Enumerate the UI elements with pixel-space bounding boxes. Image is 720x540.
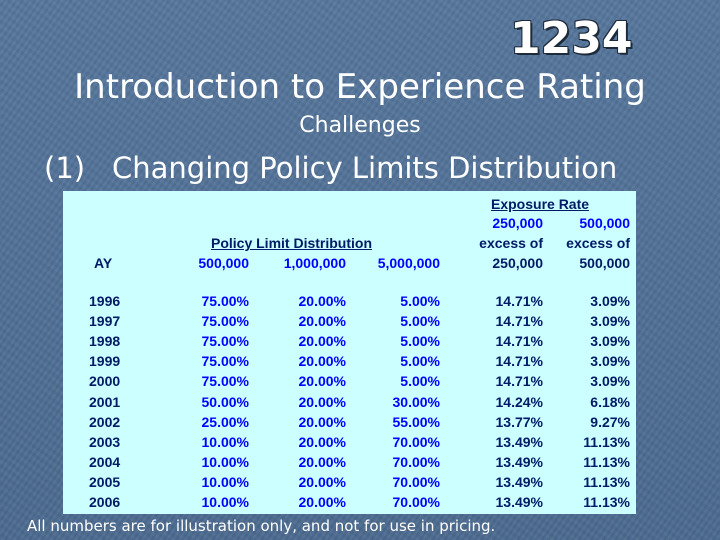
cell-p1m: 20.00% [298,333,346,349]
cell-p5m: 5.00% [400,333,440,349]
cell-er1: 13.49% [495,454,543,470]
cell-ay: 2001 [89,394,121,410]
cell-p5m: 30.00% [392,394,440,410]
limit-1m-header: 1,000,000 [283,255,346,271]
cell-er1: 14.71% [495,313,543,329]
cell-er2: 3.09% [590,293,630,309]
cell-p5m: 5.00% [400,313,440,329]
cell-er1: 13.77% [495,414,543,430]
cell-er1: 14.71% [495,333,543,349]
cell-p5m: 70.00% [392,494,440,510]
cell-er1: 13.49% [495,494,543,510]
cell-p1m: 20.00% [298,313,346,329]
er2-header-line2: excess of [566,235,630,251]
cell-ay: 2000 [89,373,121,389]
exposure-rate-header: Exposure Rate [491,196,590,212]
data-table-panel: Exposure Rate 250,000 500,000 Policy Lim… [63,191,636,514]
cell-p500: 10.00% [201,454,249,470]
er1-header-line1: 250,000 [492,215,543,231]
cell-p1m: 20.00% [298,373,346,389]
cell-er1: 14.71% [495,373,543,389]
er2-header-line1: 500,000 [579,215,630,231]
cell-p1m: 20.00% [298,353,346,369]
er1-header-line2: excess of [479,235,543,251]
policy-limit-distribution-header: Policy Limit Distribution [211,235,373,251]
cell-p500: 10.00% [201,474,249,490]
cell-er2: 3.09% [590,373,630,389]
cell-ay: 2004 [89,454,121,470]
cell-p5m: 70.00% [392,454,440,470]
cell-p1m: 20.00% [298,454,346,470]
cell-er2: 9.27% [590,414,630,430]
cell-ay: 2005 [89,474,121,490]
cell-p5m: 5.00% [400,353,440,369]
cell-p1m: 20.00% [298,394,346,410]
cell-er1: 14.71% [495,353,543,369]
cell-er2: 3.09% [590,333,630,349]
cell-p500: 10.00% [201,434,249,450]
cell-er1: 14.71% [495,293,543,309]
cell-p500: 75.00% [201,313,249,329]
cell-p5m: 70.00% [392,474,440,490]
section-heading: (1) Changing Policy Limits Distribution [44,148,617,188]
cell-er2: 11.13% [583,494,630,510]
cell-p1m: 20.00% [298,414,346,430]
cell-p1m: 20.00% [298,293,346,309]
cell-er1: 13.49% [495,474,543,490]
cell-er2: 11.13% [583,454,630,470]
ay-header: AY [94,255,113,271]
cell-p500: 75.00% [201,293,249,309]
cell-p500: 75.00% [201,373,249,389]
cell-p5m: 5.00% [400,373,440,389]
cell-p1m: 20.00% [298,474,346,490]
cell-ay: 1997 [89,313,121,329]
section-number: (1) [44,151,86,185]
er2-header-line3: 500,000 [579,255,630,271]
cell-ay: 2003 [89,434,121,450]
cell-p500: 10.00% [201,494,249,510]
footnote: All numbers are for illustration only, a… [27,517,496,535]
cell-er2: 11.13% [583,434,630,450]
cell-p500: 75.00% [201,333,249,349]
cell-p5m: 55.00% [392,414,440,430]
slide-number-glyphs: 1234 [510,13,633,64]
cell-ay: 1999 [89,353,121,369]
cell-p5m: 5.00% [400,293,440,309]
section-heading-text: Changing Policy Limits Distribution [112,151,618,185]
cell-p500: 75.00% [201,353,249,369]
cell-ay: 1996 [89,293,121,309]
cell-er2: 6.18% [590,394,630,410]
cell-er2: 3.09% [590,313,630,329]
cell-ay: 2006 [89,494,121,510]
cell-er2: 11.13% [583,474,630,490]
cell-er2: 3.09% [590,353,630,369]
cell-p1m: 20.00% [298,494,346,510]
cell-p500: 50.00% [201,394,249,410]
cell-p1m: 20.00% [298,434,346,450]
limit-500k-header: 500,000 [198,255,249,271]
limit-5m-header: 5,000,000 [377,255,440,271]
cell-er1: 13.49% [495,434,543,450]
cell-ay: 2002 [89,414,121,430]
cell-p500: 25.00% [201,414,249,430]
slide-title: Introduction to Experience Rating [74,67,646,107]
er1-header-line3: 250,000 [492,255,543,271]
cell-ay: 1998 [89,333,121,349]
slide-subtitle: Challenges [299,113,421,138]
cell-er1: 14.24% [495,394,543,410]
cell-p5m: 70.00% [392,434,440,450]
